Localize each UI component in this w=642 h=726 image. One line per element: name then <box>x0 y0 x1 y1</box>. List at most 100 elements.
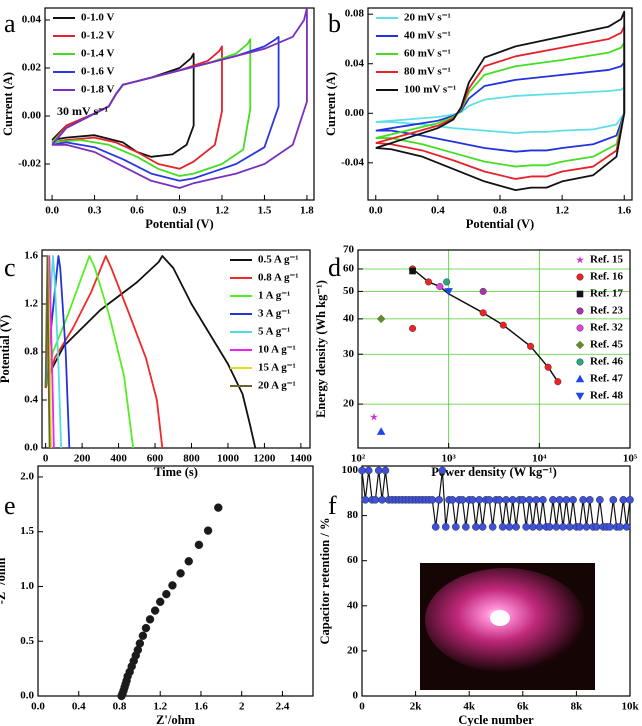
y-tick-label: 0.02 <box>22 62 42 74</box>
y-tick-label: 70 <box>343 244 355 256</box>
y-tick-label: 60 <box>343 262 355 274</box>
marker <box>145 615 155 624</box>
y-tick-label: 50 <box>343 285 355 297</box>
legend-label: Ref. 32 <box>590 322 623 334</box>
series-line <box>44 255 257 449</box>
marker <box>468 496 477 504</box>
legend-label: 0-1.4 V <box>81 48 114 60</box>
y-tick-label: 0 <box>353 690 359 702</box>
y-tick-label: 2.0 <box>20 470 34 482</box>
legend-label: 20 A g⁻¹ <box>258 380 296 392</box>
plot-frame <box>41 249 311 449</box>
x-tick-label: 1400 <box>290 453 313 465</box>
legend-label: 20 mV s⁻¹ <box>404 12 451 24</box>
x-tick-label: 800 <box>183 453 200 465</box>
marker <box>527 342 535 350</box>
legend-label: Ref. 48 <box>590 390 623 402</box>
marker <box>619 496 628 504</box>
legend-label: Ref. 47 <box>590 373 623 385</box>
legend-label: 1 A g⁻¹ <box>258 290 290 302</box>
marker <box>479 287 487 295</box>
x-tick-label: 0.8 <box>493 205 507 217</box>
x-tick-label: 2k <box>410 701 423 713</box>
panel-label: b <box>328 9 341 38</box>
x-tick-label: 6k <box>517 701 530 713</box>
legend-label: 0-1.8 V <box>81 84 114 96</box>
marker <box>194 540 204 550</box>
marker <box>622 523 631 531</box>
x-tick-label: 200 <box>74 453 91 465</box>
marker <box>203 526 213 535</box>
x-tick-label: 10k <box>621 701 639 713</box>
marker <box>135 639 145 648</box>
y-tick-label: 0.0 <box>24 442 38 454</box>
plot-frame <box>361 465 631 697</box>
series-line <box>51 7 308 189</box>
x-axis-title: Time (s) <box>154 465 198 479</box>
panel-label: a <box>4 9 16 38</box>
marker <box>545 523 554 531</box>
marker <box>374 466 383 475</box>
legend-swatch <box>575 392 585 401</box>
plot-frame <box>357 249 631 449</box>
marker <box>438 466 447 475</box>
marker <box>626 496 634 504</box>
y-tick-label: 0.0 <box>20 690 34 702</box>
marker <box>552 523 561 531</box>
x-tick-label: 4k <box>463 701 476 713</box>
annotation: 30 mV s⁻¹ <box>57 104 108 118</box>
y-tick-label: 0.00 <box>22 110 42 122</box>
marker <box>508 496 517 504</box>
marker <box>428 496 437 504</box>
series-line <box>44 255 164 449</box>
marker <box>364 466 373 475</box>
y-tick-label: 0.04 <box>345 57 365 69</box>
y-axis-title: Current (A) <box>324 72 338 136</box>
marker <box>559 523 567 531</box>
marker <box>443 278 451 286</box>
marker <box>488 523 497 531</box>
marker <box>555 496 564 504</box>
x-tick-label: 1.6 <box>194 701 208 713</box>
series-line <box>375 10 626 191</box>
marker <box>431 523 440 531</box>
marker <box>606 523 614 531</box>
legend-swatch <box>576 324 584 332</box>
marker <box>586 496 594 504</box>
marker <box>162 589 171 599</box>
marker <box>214 503 223 512</box>
y-tick-label: 1.2 <box>24 298 38 310</box>
x-tick-label: 2 <box>239 701 245 713</box>
x-axis-title: Z'/ohm <box>156 713 195 726</box>
x-tick-label: 1.8 <box>300 205 314 217</box>
legend-label: 10 A g⁻¹ <box>258 344 296 356</box>
marker <box>539 496 547 504</box>
legend-label: 0-1.6 V <box>81 66 114 78</box>
panel-label: d <box>328 253 341 282</box>
legend-label: Ref. 45 <box>590 339 623 351</box>
legend-label: Ref. 46 <box>590 356 623 368</box>
x-tick-label: 0.4 <box>72 701 86 713</box>
y-tick-label: 20 <box>347 644 359 656</box>
series-line <box>44 255 135 449</box>
x-axis-title: Cycle number <box>458 713 534 726</box>
marker <box>441 523 450 531</box>
marker <box>582 523 591 531</box>
legend-swatch <box>575 255 585 264</box>
marker <box>361 496 370 504</box>
x-axis-title: Potential (V) <box>145 217 213 231</box>
legend-label: Ref. 17 <box>590 288 623 300</box>
panel-label: e <box>4 491 16 520</box>
y-axis-title: Potential (V) <box>0 315 12 383</box>
y-tick-label: 0.04 <box>22 14 42 26</box>
marker <box>616 523 624 531</box>
x-tick-label: 0.0 <box>45 205 59 217</box>
legend-label: Ref. 16 <box>590 271 623 283</box>
marker <box>485 496 494 504</box>
marker <box>141 623 151 633</box>
marker <box>358 466 366 475</box>
legend-label: 5 A g⁻¹ <box>258 326 290 338</box>
y-tick-label: 80 <box>347 509 359 521</box>
marker <box>479 309 487 317</box>
marker <box>535 523 544 531</box>
